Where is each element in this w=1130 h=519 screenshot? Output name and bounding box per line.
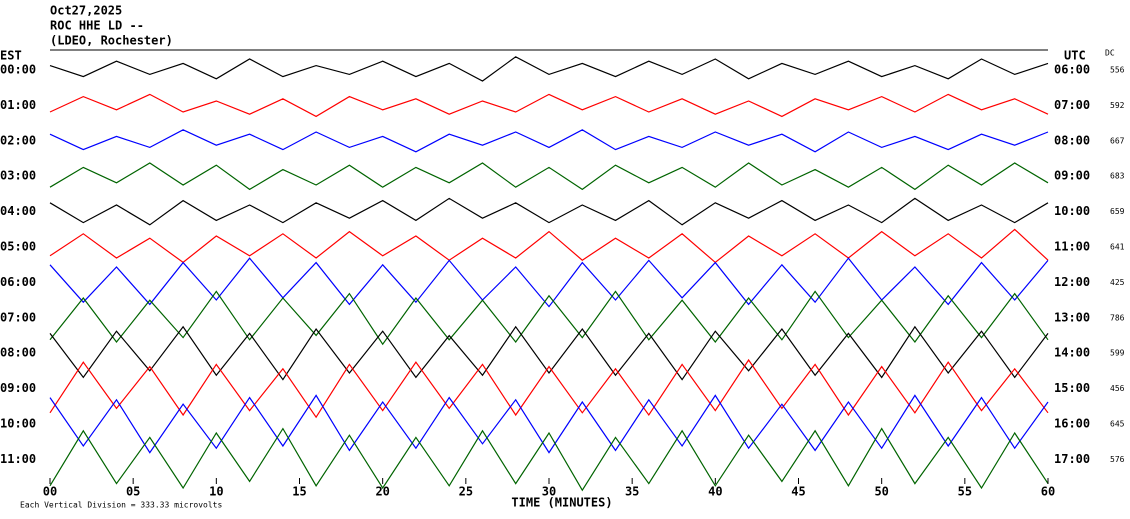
trace bbox=[49, 358, 1049, 419]
x-tick-label: 05 bbox=[126, 485, 140, 499]
title-line: Oct27,2025 bbox=[50, 4, 122, 18]
dc-value: 659 bbox=[1110, 207, 1125, 216]
est-label: 08:00 bbox=[0, 346, 36, 360]
title-line: ROC HHE LD -- bbox=[50, 19, 144, 33]
utc-label: 13:00 bbox=[1054, 310, 1090, 324]
est-label: 01:00 bbox=[0, 98, 36, 112]
dc-value: 683 bbox=[1110, 172, 1125, 181]
utc-label: 08:00 bbox=[1054, 133, 1090, 147]
utc-label: 17:00 bbox=[1054, 452, 1090, 466]
title-line: (LDEO, Rochester) bbox=[50, 34, 173, 48]
est-label: 04:00 bbox=[0, 204, 36, 218]
dc-label: DC bbox=[1105, 49, 1115, 58]
x-tick-label: 20 bbox=[375, 485, 389, 499]
trace bbox=[49, 325, 1049, 381]
dc-value: 556 bbox=[1110, 66, 1125, 75]
x-axis-label: TIME (MINUTES) bbox=[511, 496, 612, 510]
trace bbox=[49, 427, 1049, 492]
dc-value: 645 bbox=[1110, 420, 1125, 429]
trace bbox=[49, 93, 1049, 118]
utc-label: 06:00 bbox=[1054, 63, 1090, 77]
est-label: 02:00 bbox=[0, 133, 36, 147]
utc-label: 14:00 bbox=[1054, 346, 1090, 360]
utc-label: 07:00 bbox=[1054, 98, 1090, 112]
x-tick-label: 50 bbox=[874, 485, 888, 499]
footer: Each Vertical Division = 333.33 microvol… bbox=[20, 501, 222, 510]
est-label: 09:00 bbox=[0, 381, 36, 395]
trace bbox=[49, 197, 1049, 226]
left-axis-label: EST bbox=[0, 49, 22, 63]
x-tick-label: 25 bbox=[459, 485, 473, 499]
est-label: 03:00 bbox=[0, 169, 36, 183]
trace bbox=[49, 228, 1049, 264]
dc-value: 425 bbox=[1110, 278, 1125, 287]
est-label: 00:00 bbox=[0, 63, 36, 77]
x-tick-label: 55 bbox=[958, 485, 972, 499]
trace bbox=[49, 257, 1049, 308]
trace bbox=[49, 162, 1049, 191]
utc-label: 16:00 bbox=[1054, 417, 1090, 431]
x-tick-label: 15 bbox=[292, 485, 306, 499]
dc-value: 786 bbox=[1110, 313, 1125, 322]
est-label: 05:00 bbox=[0, 240, 36, 254]
est-label: 10:00 bbox=[0, 417, 36, 431]
dc-value: 576 bbox=[1110, 455, 1125, 464]
x-tick-label: 00 bbox=[43, 485, 57, 499]
dc-value: 599 bbox=[1110, 349, 1125, 358]
utc-label: 11:00 bbox=[1054, 240, 1090, 254]
dc-value: 667 bbox=[1110, 136, 1125, 145]
utc-label: 12:00 bbox=[1054, 275, 1090, 289]
x-tick-label: 30 bbox=[542, 485, 556, 499]
x-tick-label: 45 bbox=[791, 485, 805, 499]
x-tick-label: 35 bbox=[625, 485, 639, 499]
trace bbox=[49, 56, 1049, 82]
utc-label: 09:00 bbox=[1054, 169, 1090, 183]
est-label: 07:00 bbox=[0, 310, 36, 324]
trace bbox=[49, 394, 1049, 454]
right-axis-label: UTC bbox=[1064, 49, 1086, 63]
x-tick-label: 60 bbox=[1041, 485, 1055, 499]
trace bbox=[49, 129, 1049, 153]
utc-label: 10:00 bbox=[1054, 204, 1090, 218]
dc-value: 641 bbox=[1110, 243, 1125, 252]
dc-value: 592 bbox=[1110, 101, 1125, 110]
est-label: 06:00 bbox=[0, 275, 36, 289]
utc-label: 15:00 bbox=[1054, 381, 1090, 395]
est-label: 11:00 bbox=[0, 452, 36, 466]
x-tick-label: 10 bbox=[209, 485, 223, 499]
x-tick-label: 40 bbox=[708, 485, 722, 499]
dc-value: 456 bbox=[1110, 384, 1125, 393]
trace bbox=[49, 290, 1049, 346]
